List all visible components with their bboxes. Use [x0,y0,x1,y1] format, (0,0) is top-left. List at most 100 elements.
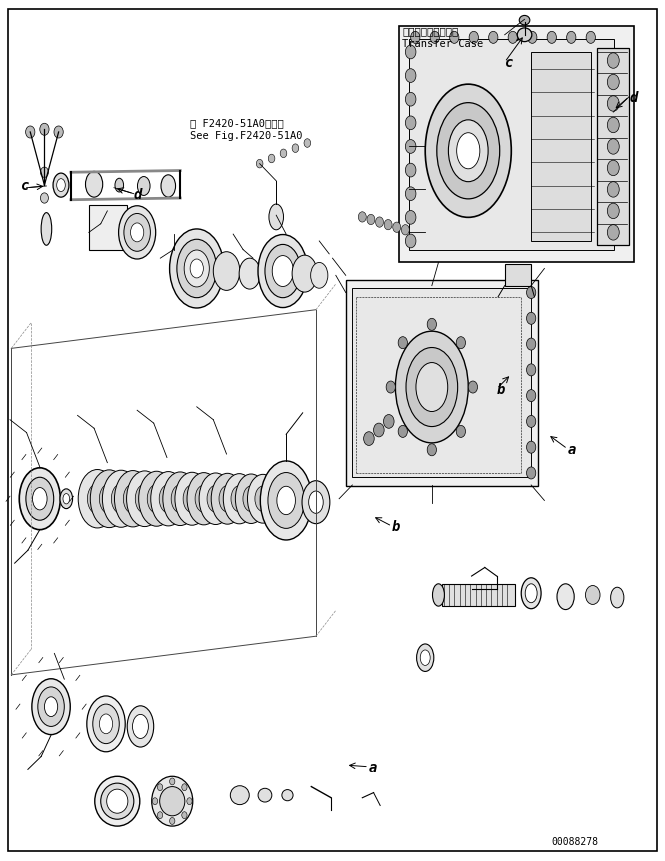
Ellipse shape [258,235,308,308]
Circle shape [256,160,263,169]
Ellipse shape [100,784,134,820]
Ellipse shape [87,484,107,514]
Ellipse shape [223,474,255,524]
Circle shape [393,223,401,233]
Circle shape [527,468,536,480]
Circle shape [406,140,416,154]
Ellipse shape [260,461,312,541]
Circle shape [158,812,163,819]
Circle shape [607,226,619,241]
Text: トランスファケース: トランスファケース [402,27,458,36]
Ellipse shape [111,485,131,514]
Text: See Fig.F2420-51A0: See Fig.F2420-51A0 [190,131,303,141]
Circle shape [41,194,49,204]
Ellipse shape [41,214,52,246]
Circle shape [607,118,619,133]
Text: 00088278: 00088278 [551,836,598,846]
Ellipse shape [457,133,480,170]
Ellipse shape [132,715,148,739]
Ellipse shape [525,584,537,603]
Circle shape [527,32,537,44]
Ellipse shape [175,473,209,525]
Ellipse shape [195,486,213,512]
Ellipse shape [235,474,267,523]
Ellipse shape [437,103,499,200]
Ellipse shape [187,473,221,525]
Ellipse shape [269,205,283,231]
Ellipse shape [309,492,323,514]
Text: d: d [134,188,142,201]
Ellipse shape [171,486,190,513]
Ellipse shape [230,786,249,805]
Circle shape [427,319,436,331]
Circle shape [406,188,416,201]
Circle shape [292,145,299,153]
Circle shape [406,164,416,177]
Circle shape [607,183,619,198]
Circle shape [384,220,392,231]
Circle shape [182,812,187,819]
Ellipse shape [152,777,193,827]
Bar [597,48,629,246]
Ellipse shape [219,486,236,512]
Circle shape [585,585,600,604]
Ellipse shape [163,473,198,526]
Ellipse shape [311,263,328,289]
Circle shape [376,218,384,228]
Bar [442,584,515,606]
Bar [346,281,538,486]
Circle shape [386,381,396,393]
Ellipse shape [432,584,444,606]
Circle shape [456,338,466,350]
Bar [89,206,127,251]
Circle shape [402,226,410,236]
Ellipse shape [282,790,293,801]
Ellipse shape [213,252,240,291]
Bar [531,53,591,242]
Circle shape [527,416,536,428]
Ellipse shape [183,486,201,513]
Circle shape [411,32,420,44]
Text: c: c [505,56,513,70]
Circle shape [406,117,416,131]
Circle shape [508,32,517,44]
Ellipse shape [211,474,244,524]
Ellipse shape [32,679,70,734]
Circle shape [430,32,440,44]
Ellipse shape [19,468,61,530]
Ellipse shape [135,485,154,514]
Text: d: d [629,90,638,104]
Ellipse shape [302,481,330,524]
Ellipse shape [557,584,574,610]
Ellipse shape [268,473,305,529]
Circle shape [406,235,416,249]
Ellipse shape [396,331,468,443]
Ellipse shape [118,207,156,260]
Circle shape [280,150,287,158]
Ellipse shape [124,214,150,252]
Circle shape [364,432,374,446]
Circle shape [406,93,416,107]
Circle shape [607,204,619,220]
Circle shape [427,444,436,456]
Ellipse shape [53,174,69,198]
Circle shape [607,139,619,155]
Circle shape [527,313,536,325]
Ellipse shape [45,697,58,716]
Text: Transfer Case: Transfer Case [402,40,483,49]
Ellipse shape [425,85,511,218]
Circle shape [268,155,275,164]
Ellipse shape [416,363,448,412]
Circle shape [450,32,459,44]
Ellipse shape [160,787,185,816]
Circle shape [158,784,163,790]
Ellipse shape [151,472,186,526]
Ellipse shape [610,587,624,608]
Circle shape [152,798,158,805]
Ellipse shape [99,484,119,514]
Ellipse shape [177,240,217,298]
Circle shape [567,32,576,44]
Ellipse shape [517,29,532,42]
Circle shape [527,288,536,299]
Ellipse shape [63,494,70,505]
